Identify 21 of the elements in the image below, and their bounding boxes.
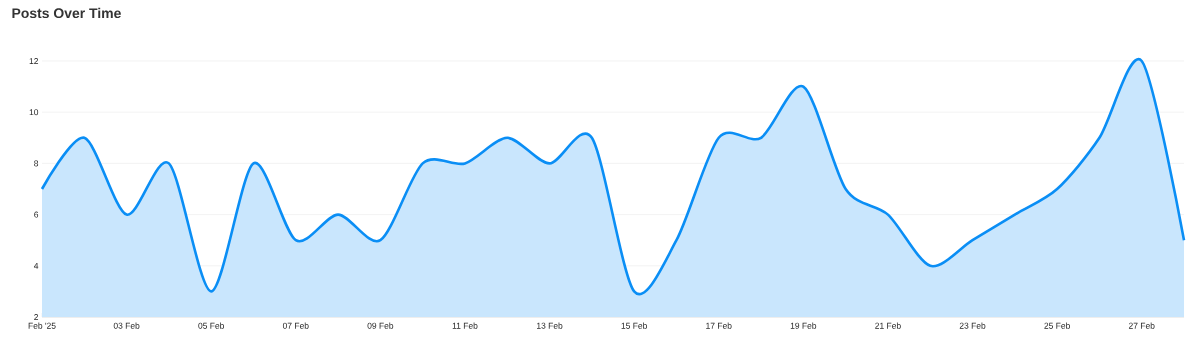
x-tick-label: 17 Feb bbox=[706, 322, 732, 329]
x-tick-label: 23 Feb bbox=[959, 322, 986, 329]
y-tick-label: 8 bbox=[34, 160, 39, 167]
chart-title: Posts Over Time bbox=[12, 7, 121, 19]
x-tick-label: 25 Feb bbox=[1044, 322, 1070, 329]
x-tick-label: 05 Feb bbox=[198, 322, 225, 329]
x-tick-label: 21 Feb bbox=[875, 322, 901, 329]
x-tick-label: 15 Feb bbox=[621, 322, 647, 329]
x-tick-label: 03 Feb bbox=[113, 322, 140, 329]
y-tick-label: 10 bbox=[29, 109, 39, 116]
y-tick-label: 2 bbox=[34, 314, 39, 320]
x-tick-label: 09 Feb bbox=[367, 322, 394, 329]
y-tick-label: 4 bbox=[33, 262, 39, 269]
y-tick-label: 6 bbox=[34, 211, 39, 218]
y-tick-label: 12 bbox=[29, 58, 39, 64]
x-tick-label: 19 Feb bbox=[790, 322, 817, 329]
x-tick-label: 13 Feb bbox=[537, 322, 563, 329]
x-tick-label: 11 Feb bbox=[452, 322, 478, 329]
x-tick-label: Feb '25 bbox=[28, 322, 56, 329]
x-tick-label: 07 Feb bbox=[282, 322, 309, 329]
x-tick-label: 27 Feb bbox=[1128, 322, 1155, 329]
